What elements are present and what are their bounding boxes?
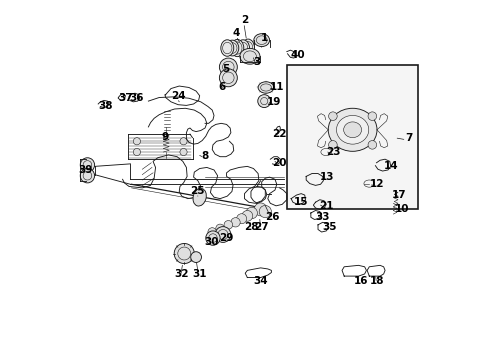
Ellipse shape [80,168,94,183]
Ellipse shape [207,228,216,236]
Text: 1: 1 [260,33,267,43]
Ellipse shape [245,207,257,219]
Text: 40: 40 [290,50,304,60]
Text: 13: 13 [319,172,333,182]
Ellipse shape [225,40,238,56]
Ellipse shape [180,138,187,145]
Ellipse shape [190,252,201,262]
Ellipse shape [221,40,233,56]
Ellipse shape [253,34,269,46]
Ellipse shape [254,203,266,216]
Text: 15: 15 [293,197,308,207]
Ellipse shape [224,221,232,229]
Ellipse shape [215,224,224,233]
Text: 32: 32 [174,269,188,279]
Text: 9: 9 [161,132,168,142]
Ellipse shape [259,206,271,218]
Ellipse shape [193,188,206,206]
Text: 31: 31 [192,269,206,279]
Text: 10: 10 [393,204,408,215]
Ellipse shape [230,218,240,227]
Ellipse shape [328,140,337,149]
Text: 33: 33 [315,212,329,221]
Ellipse shape [80,158,94,172]
Ellipse shape [367,112,376,121]
Text: 3: 3 [253,57,260,67]
Ellipse shape [343,122,361,138]
Ellipse shape [241,39,254,57]
Ellipse shape [239,48,260,64]
Text: 30: 30 [204,237,218,247]
Text: 12: 12 [369,179,384,189]
Ellipse shape [230,40,244,57]
Text: 2: 2 [241,15,247,26]
Text: 18: 18 [369,276,384,286]
Text: 19: 19 [266,97,281,107]
Text: 17: 17 [390,190,405,200]
Text: 11: 11 [269,82,284,93]
Text: 25: 25 [189,186,204,197]
Text: 37: 37 [118,93,132,103]
Text: 26: 26 [264,212,279,221]
Text: 23: 23 [325,147,340,157]
Text: 5: 5 [222,64,229,74]
Ellipse shape [133,138,140,145]
Text: 29: 29 [218,233,233,243]
Ellipse shape [236,214,246,224]
Text: 38: 38 [98,102,112,112]
Ellipse shape [327,108,376,151]
Text: 34: 34 [253,276,267,286]
Ellipse shape [215,226,230,242]
Text: 35: 35 [322,222,336,232]
Ellipse shape [258,82,273,93]
Text: 24: 24 [170,91,185,101]
Text: 16: 16 [353,276,367,286]
Ellipse shape [174,243,194,264]
Ellipse shape [257,95,270,108]
Text: 27: 27 [254,222,268,232]
Ellipse shape [205,231,220,245]
Text: 14: 14 [384,161,398,171]
Text: 4: 4 [232,28,240,38]
Text: 8: 8 [201,150,208,161]
Ellipse shape [133,148,140,156]
Ellipse shape [367,140,376,149]
Ellipse shape [242,211,252,221]
Text: 39: 39 [79,165,93,175]
Bar [286,65,418,209]
Ellipse shape [219,69,237,87]
Ellipse shape [328,112,337,121]
Text: 28: 28 [243,222,258,232]
Ellipse shape [180,148,187,156]
Text: 21: 21 [318,201,333,211]
Ellipse shape [236,40,249,56]
Text: 7: 7 [404,133,411,143]
Text: 20: 20 [272,158,286,168]
Text: 36: 36 [129,93,143,103]
Text: 22: 22 [272,129,286,139]
Ellipse shape [336,116,368,144]
Ellipse shape [219,58,237,76]
Text: 6: 6 [218,82,225,93]
